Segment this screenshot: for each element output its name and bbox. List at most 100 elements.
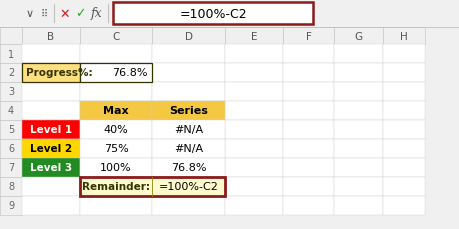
Text: #N/A: #N/A bbox=[174, 125, 203, 135]
Bar bbox=[334, 177, 383, 196]
Bar bbox=[225, 83, 283, 101]
Bar bbox=[383, 45, 425, 64]
Text: G: G bbox=[354, 31, 363, 41]
Bar bbox=[383, 196, 425, 215]
Bar bbox=[22, 64, 80, 83]
Text: B: B bbox=[47, 31, 55, 41]
Text: Level 3: Level 3 bbox=[30, 163, 72, 173]
Bar bbox=[334, 101, 383, 120]
Bar bbox=[283, 158, 334, 177]
Bar bbox=[152, 64, 225, 83]
Bar bbox=[113, 3, 313, 25]
Bar bbox=[383, 28, 425, 45]
Bar bbox=[334, 45, 383, 64]
Bar bbox=[283, 196, 334, 215]
Bar bbox=[383, 139, 425, 158]
Bar bbox=[225, 158, 283, 177]
Bar bbox=[283, 28, 334, 45]
Bar bbox=[225, 28, 283, 45]
Bar bbox=[80, 28, 152, 45]
Bar bbox=[334, 28, 383, 45]
Bar bbox=[283, 83, 334, 101]
Bar bbox=[22, 120, 80, 139]
Bar bbox=[80, 45, 152, 64]
Bar bbox=[383, 64, 425, 83]
Bar bbox=[152, 120, 225, 139]
Bar bbox=[0, 83, 22, 101]
Bar bbox=[152, 158, 225, 177]
Text: E: E bbox=[251, 31, 257, 41]
Bar bbox=[225, 177, 283, 196]
Bar bbox=[225, 64, 283, 83]
Text: 8: 8 bbox=[8, 182, 14, 192]
Bar bbox=[225, 45, 283, 64]
Text: fx: fx bbox=[91, 8, 103, 20]
Bar bbox=[152, 139, 225, 158]
Bar bbox=[0, 64, 22, 83]
Bar bbox=[22, 28, 80, 45]
Bar bbox=[0, 28, 22, 45]
Bar bbox=[80, 158, 152, 177]
Bar bbox=[383, 120, 425, 139]
Bar bbox=[80, 64, 152, 83]
Bar bbox=[283, 177, 334, 196]
Text: 2: 2 bbox=[8, 68, 14, 78]
Text: ✕: ✕ bbox=[60, 8, 70, 20]
Bar bbox=[225, 120, 283, 139]
Bar bbox=[334, 120, 383, 139]
Bar bbox=[80, 158, 152, 177]
Text: 7: 7 bbox=[8, 163, 14, 173]
Bar bbox=[80, 101, 152, 120]
Bar bbox=[152, 196, 225, 215]
Bar bbox=[152, 28, 225, 45]
Bar bbox=[383, 177, 425, 196]
Bar bbox=[80, 196, 152, 215]
Text: 3: 3 bbox=[8, 87, 14, 97]
Text: ∨: ∨ bbox=[26, 9, 34, 19]
Bar bbox=[283, 45, 334, 64]
Bar bbox=[0, 177, 22, 196]
Text: 40%: 40% bbox=[104, 125, 129, 135]
Bar bbox=[80, 120, 152, 139]
Text: 1: 1 bbox=[8, 49, 14, 59]
Text: ⠿: ⠿ bbox=[40, 9, 48, 19]
Text: =100%-C2: =100%-C2 bbox=[158, 182, 218, 192]
Bar bbox=[22, 101, 80, 120]
Bar bbox=[152, 101, 225, 120]
Bar bbox=[0, 120, 22, 139]
Bar bbox=[152, 177, 225, 196]
Bar bbox=[225, 101, 283, 120]
Bar bbox=[152, 45, 225, 64]
Bar bbox=[383, 83, 425, 101]
Bar bbox=[22, 83, 80, 101]
Text: 76.8%: 76.8% bbox=[112, 68, 148, 78]
Bar bbox=[80, 177, 152, 196]
Text: C: C bbox=[112, 31, 120, 41]
Bar bbox=[152, 83, 225, 101]
Text: =100%-C2: =100%-C2 bbox=[179, 8, 247, 20]
Bar bbox=[22, 120, 80, 139]
Bar bbox=[22, 139, 80, 158]
Bar bbox=[80, 139, 152, 158]
Bar bbox=[283, 64, 334, 83]
Text: Remainder:: Remainder: bbox=[82, 182, 150, 192]
Bar bbox=[283, 139, 334, 158]
Bar bbox=[22, 139, 80, 158]
Bar bbox=[22, 64, 80, 83]
Bar bbox=[334, 83, 383, 101]
Text: D: D bbox=[185, 31, 192, 41]
Bar bbox=[283, 120, 334, 139]
Bar bbox=[0, 196, 22, 215]
Bar bbox=[0, 0, 459, 28]
Text: Level 1: Level 1 bbox=[30, 125, 72, 135]
Bar bbox=[80, 101, 152, 120]
Bar bbox=[22, 196, 80, 215]
Bar bbox=[0, 158, 22, 177]
Text: 76.8%: 76.8% bbox=[171, 163, 206, 173]
Text: 4: 4 bbox=[8, 106, 14, 116]
Bar bbox=[0, 45, 22, 64]
Bar bbox=[334, 158, 383, 177]
Text: Progress%:: Progress%: bbox=[26, 68, 93, 78]
Text: H: H bbox=[400, 31, 408, 41]
Text: 5: 5 bbox=[8, 125, 14, 135]
